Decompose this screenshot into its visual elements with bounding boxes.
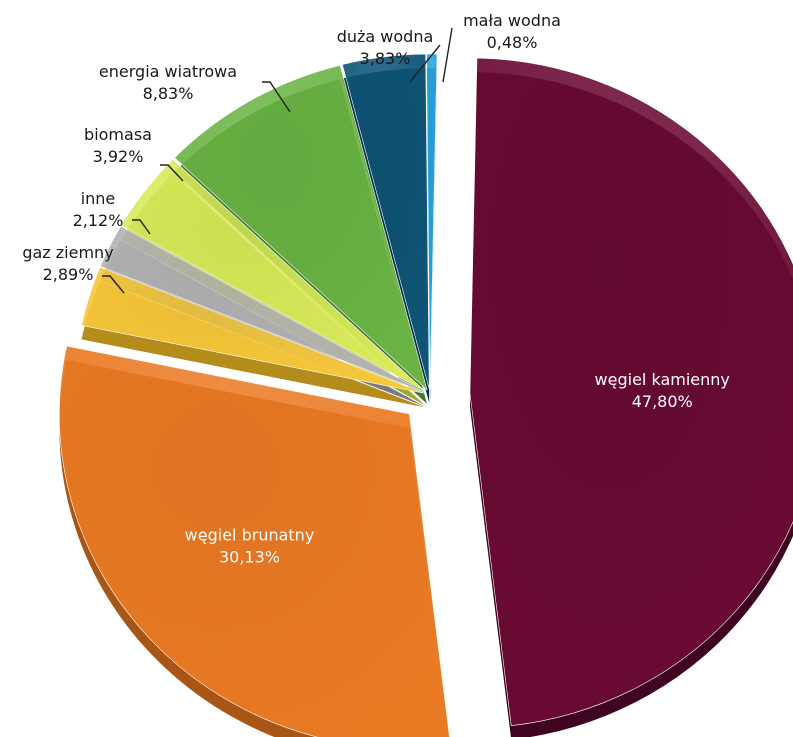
- slice-label-energia-wiatrowa: energia wiatrowa: [99, 62, 237, 81]
- leader-line-gaz-ziemny: [102, 275, 125, 294]
- slice-label-inne: inne: [81, 189, 116, 208]
- pie-slice-gaz-ziemny: [81, 266, 425, 394]
- slice-value-mala-wodna: 0,48%: [487, 33, 538, 52]
- slice-value-duza-wodna: 3,83%: [360, 49, 411, 68]
- slice-label-wegiel-brunatny: węgiel brunatny: [185, 525, 315, 544]
- pie-slice-duza-wodna: [341, 53, 430, 390]
- slice-value-energia-wiatrowa: 8,83%: [143, 84, 194, 103]
- slice-labels: węgiel kamienny 47,80% węgiel brunatny 30,1…: [22, 11, 730, 566]
- slices-layer: [59, 53, 793, 737]
- slice-label-duza-wodna: duża wodna: [337, 27, 434, 46]
- pie-slice-biomasa: [120, 158, 426, 392]
- pie-slice-energia-wiatrowa: [174, 64, 428, 391]
- pie-slice-wegiel-kamienny: [469, 57, 793, 727]
- leader-line-mala-wodna: [442, 27, 453, 83]
- slice-value-biomasa: 3,92%: [93, 147, 144, 166]
- pie-slice-wegiel-brunatny: [59, 345, 450, 737]
- slice-label-biomasa: biomasa: [84, 125, 152, 144]
- leader-line-duza-wodna: [409, 44, 441, 83]
- leader-line-inne: [132, 219, 151, 235]
- pie-slice-inne: [99, 225, 425, 393]
- leader-lines: [102, 27, 453, 294]
- slice-value-wegiel-kamienny: 47,80%: [632, 392, 693, 411]
- slice-label-wegiel-kamienny: węgiel kamienny: [595, 370, 730, 389]
- slice-value-wegiel-brunatny: 30,13%: [219, 547, 280, 566]
- leader-line-biomasa: [160, 164, 184, 182]
- slice-label-mala-wodna: mała wodna: [463, 11, 561, 30]
- slice-label-gaz-ziemny: gaz ziemny: [22, 243, 113, 262]
- slice-value-inne: 2,12%: [73, 211, 124, 230]
- pie-slice-mala-wodna: [426, 53, 438, 390]
- leader-line-energia-wiatrowa: [262, 81, 291, 113]
- slice-value-gaz-ziemny: 2,89%: [43, 265, 94, 284]
